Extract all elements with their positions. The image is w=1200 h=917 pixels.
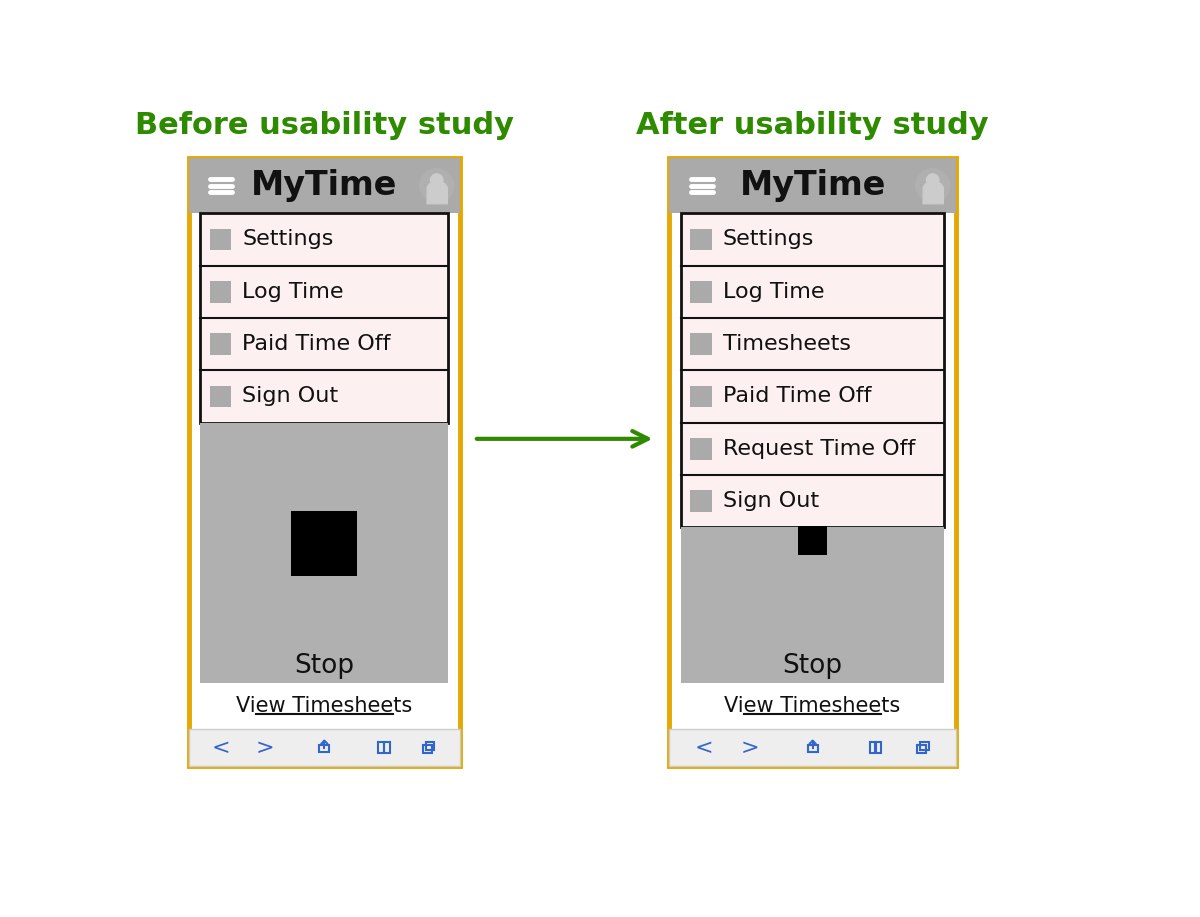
Bar bbox=[292, 511, 358, 576]
Bar bbox=[670, 158, 956, 214]
Bar bbox=[918, 745, 925, 753]
Bar bbox=[670, 158, 956, 766]
Bar bbox=[384, 743, 390, 753]
Bar bbox=[200, 214, 449, 423]
Bar bbox=[210, 228, 232, 250]
Text: Settings: Settings bbox=[242, 229, 334, 249]
Text: <: < bbox=[212, 737, 230, 757]
Bar bbox=[690, 228, 712, 250]
Text: >: > bbox=[256, 737, 274, 757]
Text: MyTime: MyTime bbox=[251, 169, 397, 202]
Text: View Timesheets: View Timesheets bbox=[725, 696, 901, 716]
Bar bbox=[188, 158, 460, 766]
Bar bbox=[200, 423, 449, 683]
Bar bbox=[808, 745, 817, 753]
Text: Paid Time Off: Paid Time Off bbox=[722, 386, 871, 406]
Bar bbox=[690, 334, 712, 355]
Bar bbox=[690, 281, 712, 303]
Text: Log Time: Log Time bbox=[242, 282, 343, 302]
Bar bbox=[798, 525, 827, 555]
Bar bbox=[876, 743, 881, 753]
Bar bbox=[870, 743, 875, 753]
Bar bbox=[210, 281, 232, 303]
Bar bbox=[690, 386, 712, 407]
Text: Timesheets: Timesheets bbox=[722, 334, 851, 354]
Text: Settings: Settings bbox=[722, 229, 814, 249]
Text: Sign Out: Sign Out bbox=[722, 492, 818, 511]
Bar bbox=[210, 386, 232, 407]
Circle shape bbox=[420, 169, 454, 203]
Bar bbox=[690, 491, 712, 512]
Bar bbox=[188, 158, 460, 214]
Text: <: < bbox=[695, 737, 713, 757]
Text: >: > bbox=[740, 737, 758, 757]
Bar bbox=[680, 527, 944, 683]
Text: Before usability study: Before usability study bbox=[134, 111, 514, 140]
Text: View Timesheets: View Timesheets bbox=[236, 696, 413, 716]
Text: Stop: Stop bbox=[294, 653, 354, 679]
Circle shape bbox=[916, 169, 950, 203]
Bar bbox=[670, 729, 956, 766]
Text: After usability study: After usability study bbox=[636, 111, 989, 140]
Text: Request Time Off: Request Time Off bbox=[722, 439, 916, 458]
Bar bbox=[210, 334, 232, 355]
Text: Sign Out: Sign Out bbox=[242, 386, 338, 406]
Text: Paid Time Off: Paid Time Off bbox=[242, 334, 391, 354]
Bar bbox=[188, 729, 460, 766]
Bar bbox=[920, 742, 929, 750]
Text: MyTime: MyTime bbox=[739, 169, 886, 202]
Bar bbox=[424, 745, 432, 753]
Text: Stop: Stop bbox=[782, 653, 842, 679]
Bar bbox=[378, 743, 384, 753]
Text: Log Time: Log Time bbox=[722, 282, 824, 302]
Bar bbox=[680, 214, 944, 527]
Circle shape bbox=[926, 174, 938, 186]
Bar bbox=[426, 742, 434, 750]
Bar bbox=[690, 438, 712, 459]
Circle shape bbox=[431, 174, 443, 186]
Bar bbox=[319, 745, 329, 753]
